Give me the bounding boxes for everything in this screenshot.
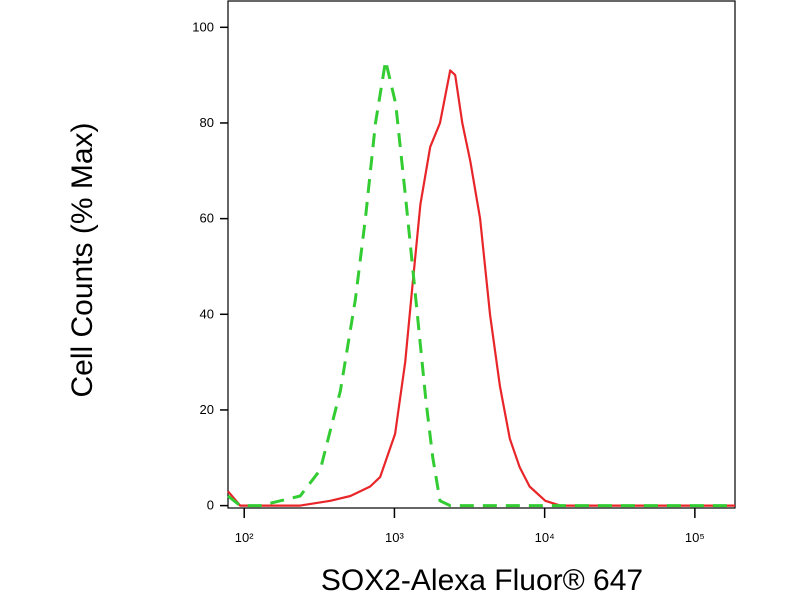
series-line [227,69,735,507]
y-tick-label: 40 [200,306,214,321]
x-tick-label: 10² [235,530,254,545]
plot-frame [227,0,736,509]
x-tick-label: 10³ [385,530,404,545]
y-axis-title: Cell Counts (% Max) [66,122,99,397]
x-tick-label: 10⁴ [535,530,555,545]
y-tick-label: 80 [200,115,214,130]
y-tick-label: 20 [200,402,214,417]
y-tick-label: 60 [200,211,214,226]
y-tick-label: 0 [207,498,214,513]
x-tick-label: 10⁵ [685,530,705,545]
y-tick-label: 100 [192,19,214,34]
x-axis-title: SOX2-Alexa Fluor® 647 [321,564,643,597]
series-line [227,59,735,508]
